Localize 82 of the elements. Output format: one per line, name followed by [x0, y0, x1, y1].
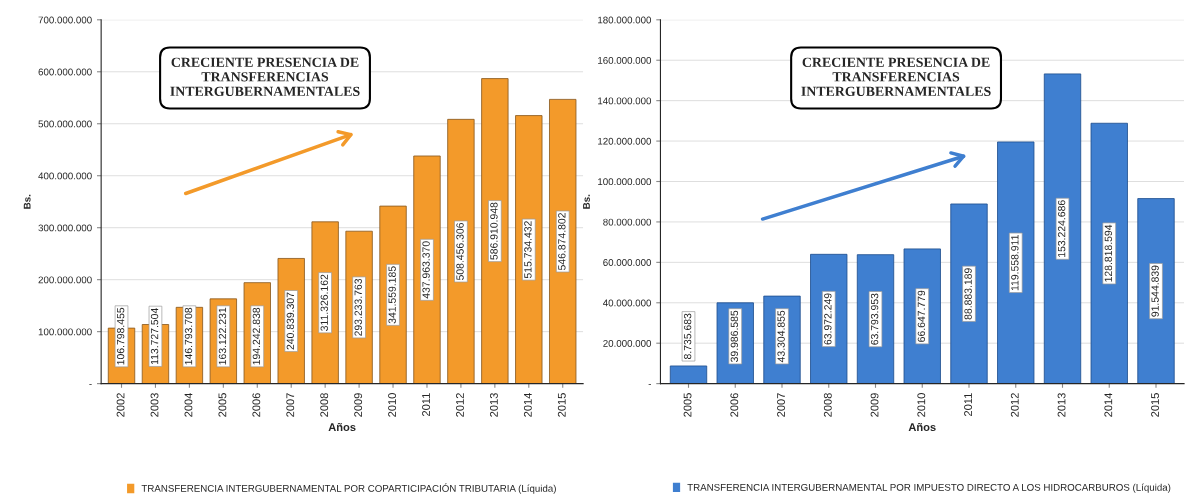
data-label: 128.818.594	[1104, 224, 1113, 282]
bar	[481, 78, 509, 384]
x-tick-label: 2014	[1104, 392, 1113, 417]
x-tick-label: 2013	[1057, 393, 1066, 417]
x-tick-label: 2004	[184, 392, 193, 417]
x-tick-label: 2002	[116, 393, 125, 417]
bar	[1043, 73, 1082, 384]
x-tick-label: 2013	[489, 393, 498, 417]
annotation: CRECIENTE PRESENCIA DE TRANSFERENCIAS INTERGUBERNAMENTALES	[170, 57, 360, 97]
x-axis-title: Años	[908, 422, 936, 432]
y-tick-label: 100.000.000	[598, 178, 652, 186]
x-tick-label: 2009	[354, 393, 363, 417]
x-tick-label: 2008	[320, 393, 329, 417]
x-tick-label: 2008	[823, 393, 832, 417]
x-tick-label: 2007	[286, 393, 295, 417]
bar	[549, 98, 577, 384]
data-label: 88.883.189	[964, 268, 972, 320]
data-label: 293.233.763	[354, 278, 362, 336]
y-tick-label: 200.000.000	[38, 276, 92, 284]
data-label: 194.242.838	[252, 307, 261, 365]
data-label: 546.874.802	[558, 213, 566, 271]
x-tick-label: 2009	[870, 393, 879, 417]
y-tick-label: 700.000.000	[38, 16, 92, 24]
x-tick-label: 2014	[523, 392, 532, 417]
legend-label: TRANSFERENCIA INTERGUBERNAMENTAL POR COPARTICIPACIÓN TRIBUTARIA (Líquida)	[141, 483, 556, 494]
bar	[1090, 122, 1128, 384]
x-tick-label: 2011	[964, 393, 972, 416]
x-tick-label: 2006	[730, 393, 739, 417]
data-label: 146.793.708	[184, 307, 193, 365]
data-label: 63.793.953	[870, 293, 879, 345]
y-tick-label: 140.000.000	[598, 97, 652, 105]
data-label: 63.972.249	[824, 293, 832, 345]
data-label: 66.647.779	[917, 290, 926, 342]
legend-label: TRANSFERENCIA INTERGUBERNAMENTAL POR IMPUESTO DIRECTO A LOS HIDROCARBUROS (Líquida)	[687, 483, 1171, 493]
y-tick-label: 500.000.000	[38, 120, 92, 128]
data-label: 106.798.455	[116, 307, 125, 365]
x-tick-label: 2007	[777, 393, 785, 417]
x-tick-label: 2005	[683, 393, 692, 417]
bar	[669, 365, 708, 384]
data-label: 508.456.306	[456, 222, 464, 281]
data-label: 39.986.585	[730, 310, 739, 362]
y-tick-label: 40.000.000	[602, 299, 652, 307]
y-axis-title: Bs.	[23, 194, 31, 209]
x-tick-label: 2011	[422, 393, 430, 416]
data-label: 240.839.307	[286, 292, 295, 350]
data-label: 91.544.839	[1151, 265, 1159, 317]
y-tick-label: 120.000.000	[598, 137, 652, 145]
x-tick-label: 2015	[1151, 393, 1159, 417]
x-tick-label: 2003	[150, 393, 159, 417]
y-tick-label: 180.000.000	[598, 16, 652, 24]
y-tick-label: 20.000.000	[603, 339, 652, 347]
data-label: 163.122.231	[218, 307, 227, 365]
data-label: 515.734.432	[524, 221, 532, 279]
y-axis-title: Bs.	[583, 194, 590, 209]
x-tick-label: 2005	[218, 393, 227, 417]
y-tick-label: 60.000.000	[603, 259, 652, 266]
data-label: 153.224.686	[1057, 200, 1066, 257]
y-tick-label: 80.000.000	[603, 218, 652, 226]
y-tick-label: 600.000.000	[38, 68, 92, 76]
y-tick-label: 400.000.000	[38, 172, 92, 180]
data-label: 113.727.504	[150, 308, 159, 365]
data-label: 43.304.855	[777, 310, 785, 363]
data-label: 341.559.185	[388, 266, 396, 324]
data-label: 437.963.370	[422, 241, 430, 299]
x-tick-label: 2006	[252, 393, 261, 417]
data-label: 119.558.911	[1011, 235, 1019, 291]
y-tick-label: 160.000.000	[598, 56, 652, 64]
data-label: 311.326.162	[320, 274, 328, 331]
x-tick-label: 2010	[917, 393, 926, 417]
x-tick-label: 2012	[456, 393, 464, 417]
bar	[997, 141, 1035, 384]
y-tick-label: 100.000.000	[38, 328, 92, 336]
y-tick-label: -	[89, 384, 92, 385]
x-tick-label: 2015	[557, 393, 566, 417]
x-tick-label: 2012	[1010, 393, 1019, 417]
data-label: 586.910.948	[490, 202, 498, 260]
x-tick-label: 2010	[388, 393, 397, 417]
data-label: 8.735.683	[683, 313, 692, 360]
y-tick-label: 300.000.000	[38, 224, 92, 232]
annotation: CRECIENTE PRESENCIA DE TRANSFERENCIAS INTERGUBERNAMENTALES	[801, 57, 991, 97]
x-axis-title: Años	[328, 422, 356, 432]
y-tick-label: -	[648, 384, 651, 385]
